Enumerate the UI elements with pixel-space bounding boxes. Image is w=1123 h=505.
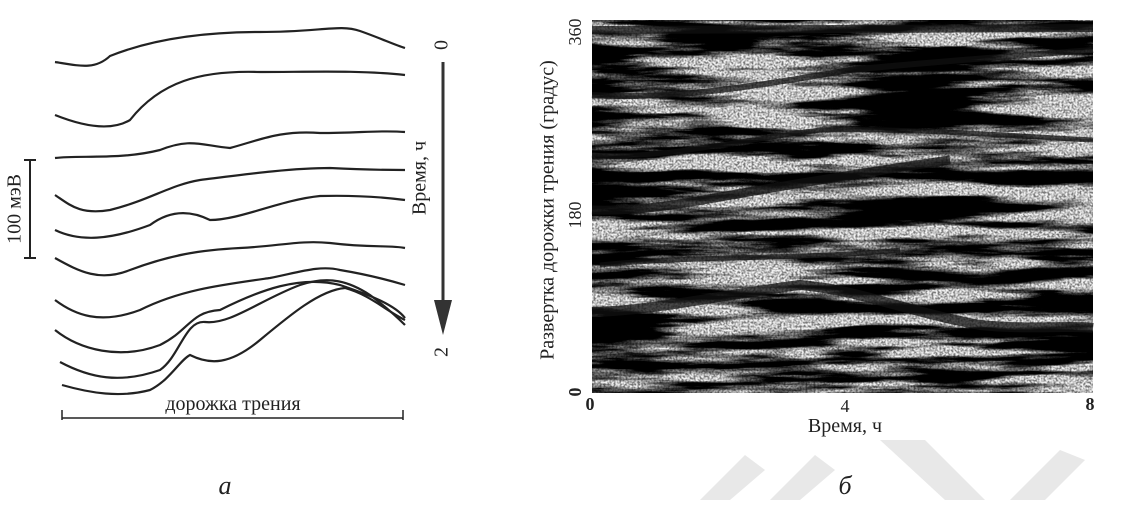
curve	[54, 27, 406, 67]
curve	[54, 166, 406, 213]
watermark	[700, 440, 1085, 500]
curve	[54, 70, 406, 128]
scale-label: 100 мэВ	[4, 174, 26, 244]
x-tick-label: 4	[841, 396, 850, 416]
track-label: дорожка трения	[165, 393, 300, 415]
y-label: Развертка дорожки трения (градус)	[537, 60, 559, 360]
caption: а	[219, 471, 232, 500]
curve	[61, 286, 406, 396]
curve	[59, 279, 406, 379]
curve	[54, 280, 406, 354]
curve	[54, 267, 406, 319]
axis-label: Время, ч	[409, 141, 431, 215]
arrowhead	[434, 300, 452, 335]
curve	[54, 130, 406, 160]
dark-bands	[591, 24, 1094, 333]
x-tick-label: 8	[1086, 394, 1095, 414]
curve	[54, 194, 406, 239]
curve	[54, 241, 406, 277]
caption: б	[838, 471, 852, 500]
x-label: Время, ч	[808, 415, 882, 437]
panel-a: 100 мэВ 0 2 Время, ч дорожка трения а	[4, 27, 453, 500]
y-tick-label: 360	[565, 19, 585, 46]
y-tick-label: 0	[565, 388, 585, 397]
time-end: 2	[431, 347, 453, 357]
time-start: 0	[431, 40, 453, 50]
y-tick-label: 180	[565, 202, 585, 229]
panel-b: Развертка дорожки трения (градус) 360 18…	[537, 19, 1095, 501]
x-tick-label: 0	[586, 394, 595, 414]
